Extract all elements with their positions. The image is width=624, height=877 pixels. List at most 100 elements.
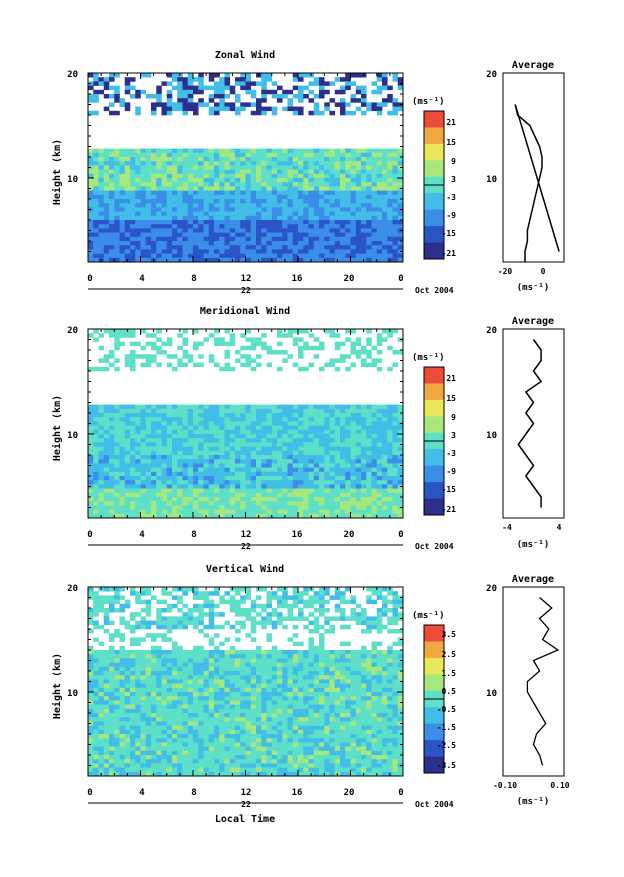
heatmap-cell	[114, 447, 120, 452]
heatmap-cell	[335, 195, 341, 200]
heatmap-cell	[267, 455, 273, 460]
heatmap-cell	[104, 696, 110, 701]
heatmap-cell	[99, 709, 105, 714]
heatmap-cell	[288, 484, 294, 489]
heatmap-cell	[209, 216, 215, 221]
heatmap-cell	[183, 98, 189, 103]
heatmap-cell	[366, 430, 372, 435]
heatmap-cell	[120, 721, 126, 726]
heatmap-cell	[167, 505, 173, 510]
heatmap-cell	[335, 409, 341, 414]
heatmap-cell	[293, 186, 299, 191]
heatmap-cell	[204, 421, 210, 426]
heatmap-cell	[303, 489, 309, 494]
heatmap-cell	[193, 346, 199, 351]
avg-y-tick: 10	[486, 175, 497, 185]
heatmap-cell	[230, 342, 236, 347]
heatmap-cell	[356, 165, 362, 170]
heatmap-cell	[104, 468, 110, 473]
heatmap-cell	[204, 505, 210, 510]
heatmap-cell	[324, 90, 330, 95]
heatmap-cell	[387, 421, 393, 426]
heatmap-cell	[214, 405, 220, 410]
heatmap-cell	[303, 438, 309, 443]
heatmap-cell	[193, 721, 199, 726]
heatmap-cell	[151, 224, 157, 229]
heatmap-cell	[366, 472, 372, 477]
heatmap-cell	[361, 489, 367, 494]
heatmap-cell	[382, 186, 388, 191]
heatmap-cell	[377, 438, 383, 443]
heatmap-cell	[114, 337, 120, 342]
heatmap-cell	[267, 77, 273, 82]
heatmap-cell	[361, 350, 367, 355]
heatmap-cell	[366, 228, 372, 233]
heatmap-cell	[93, 738, 99, 743]
heatmap-cell	[219, 438, 225, 443]
heatmap-cell	[209, 675, 215, 680]
heatmap-cell	[146, 738, 152, 743]
heatmap-cell	[387, 451, 393, 456]
heatmap-cell	[167, 755, 173, 760]
heatmap-cell	[246, 165, 252, 170]
heatmap-cell	[340, 182, 346, 187]
heatmap-cell	[240, 149, 246, 154]
heatmap-cell	[345, 459, 351, 464]
heatmap-cell	[351, 233, 357, 238]
heatmap-cell	[141, 170, 147, 175]
heatmap-cell	[288, 216, 294, 221]
heatmap-cell	[314, 224, 320, 229]
heatmap-cell	[225, 199, 231, 204]
heatmap-cell	[167, 111, 173, 116]
heatmap-cell	[214, 203, 220, 208]
heatmap-cell	[172, 497, 178, 502]
heatmap-cell	[309, 98, 315, 103]
heatmap-cell	[235, 174, 241, 179]
heatmap-cell	[177, 679, 183, 684]
heatmap-cell	[261, 161, 267, 166]
heatmap-cell	[319, 421, 325, 426]
heatmap-cell	[99, 409, 105, 414]
heatmap-cell	[356, 421, 362, 426]
heatmap-cell	[324, 102, 330, 107]
heatmap-cell	[146, 459, 152, 464]
heatmap-cell	[319, 501, 325, 506]
heatmap-cell	[146, 363, 152, 368]
heatmap-cell	[183, 195, 189, 200]
heatmap-cell	[135, 505, 141, 510]
heatmap-cell	[225, 107, 231, 112]
heatmap-cell	[314, 111, 320, 116]
heatmap-cell	[330, 207, 336, 212]
heatmap-cell	[183, 447, 189, 452]
heatmap-cell	[219, 489, 225, 494]
heatmap-cell	[172, 667, 178, 672]
heatmap-cell	[214, 505, 220, 510]
heatmap-cell	[356, 153, 362, 158]
heatmap-cell	[130, 684, 136, 689]
heatmap-cell	[156, 346, 162, 351]
heatmap-cell	[114, 480, 120, 485]
heatmap-cell	[141, 717, 147, 722]
heatmap-cell	[204, 434, 210, 439]
heatmap-cell	[104, 587, 110, 592]
heatmap-cell	[167, 730, 173, 735]
heatmap-cell	[309, 212, 315, 217]
heatmap-cell	[120, 679, 126, 684]
heatmap-cell	[324, 447, 330, 452]
heatmap-cell	[183, 654, 189, 659]
heatmap-cell	[146, 249, 152, 254]
heatmap-cell	[219, 696, 225, 701]
heatmap-cell	[293, 501, 299, 506]
heatmap-cell	[135, 178, 141, 183]
heatmap-cell	[298, 153, 304, 158]
heatmap-cell	[198, 73, 204, 78]
heatmap-cell	[120, 165, 126, 170]
heatmap-cell	[162, 451, 168, 456]
heatmap-cell	[204, 654, 210, 659]
heatmap-cell	[183, 237, 189, 242]
heatmap-cell	[235, 233, 241, 238]
heatmap-cell	[172, 616, 178, 621]
heatmap-cell	[240, 228, 246, 233]
heatmap-cell	[209, 591, 215, 596]
heatmap-cell	[177, 688, 183, 693]
